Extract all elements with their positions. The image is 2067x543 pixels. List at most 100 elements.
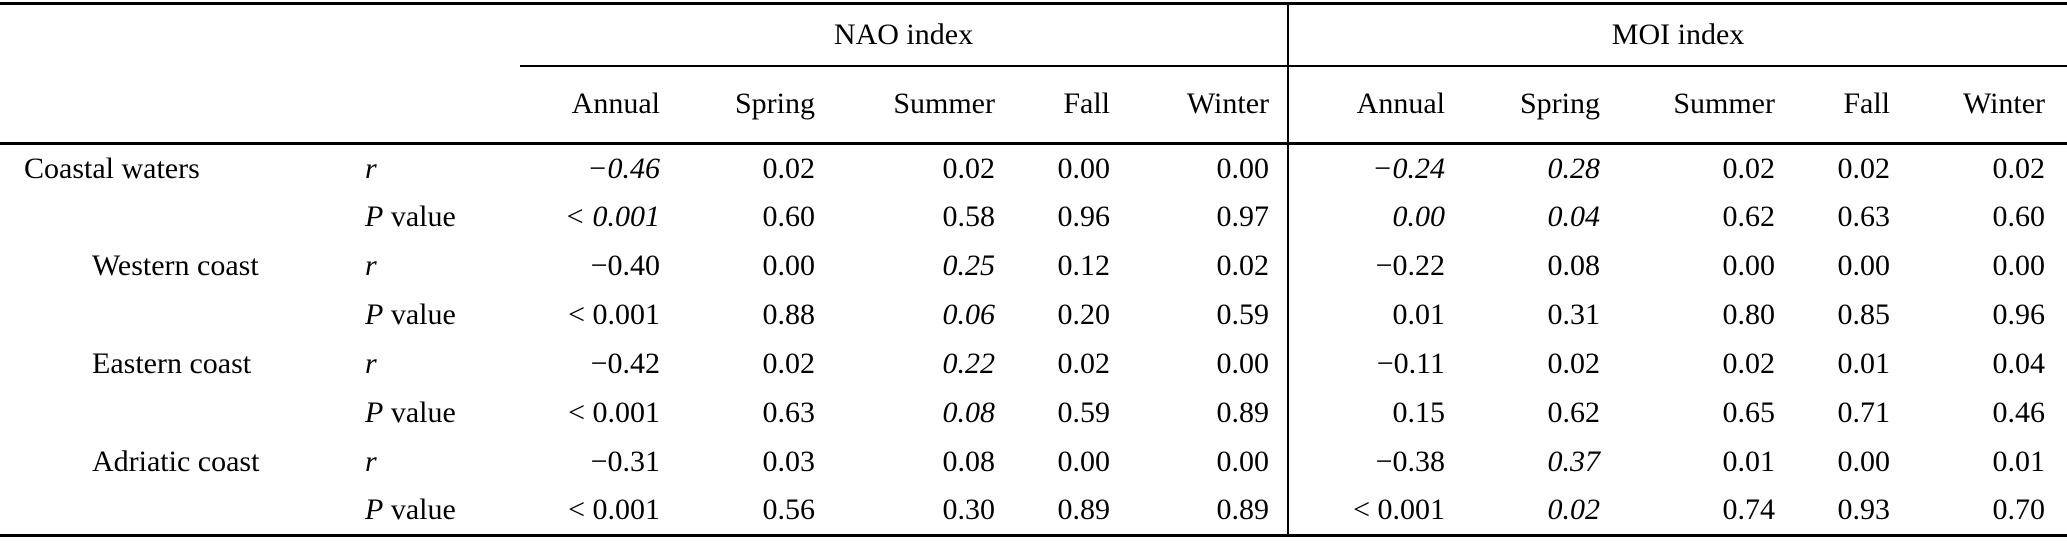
region-label	[0, 487, 365, 536]
table-row-adriatic-coast-p: P value < 0.001 0.56 0.30 0.89 0.89 < 0.…	[0, 486, 2067, 536]
cell-nao-winter: 0.00	[1216, 347, 1270, 380]
stat-label: r	[365, 242, 520, 291]
cell-moi-summer: 0.65	[1722, 396, 1776, 429]
table-row-eastern-coast-r: Eastern coast r −0.42 0.02 0.22 0.02 0.0…	[0, 339, 2067, 389]
region-label	[0, 291, 365, 340]
region-label	[0, 389, 365, 438]
cell-nao-fall: 0.96	[1057, 200, 1111, 233]
cell-nao-winter: 0.59	[1216, 298, 1270, 331]
season-header-nao-spring: Spring	[660, 65, 815, 145]
cell-moi-annual: < 0.001	[1287, 486, 1445, 536]
cell-moi-annual: −0.22	[1287, 241, 1445, 291]
group-header-moi-index: MOI index	[1286, 3, 2067, 67]
cell-moi-winter: 0.70	[1992, 493, 2046, 527]
cell-moi-winter: 0.96	[1992, 298, 2046, 331]
cell-moi-annual: −0.11	[1287, 339, 1445, 389]
cell-nao-annual: < 0.001	[564, 200, 660, 233]
cell-moi-spring: 0.08	[1547, 249, 1601, 282]
region-label	[0, 193, 365, 242]
region-label: Western coast	[92, 249, 259, 282]
cell-nao-annual: −0.42	[590, 347, 660, 380]
cell-moi-fall: 0.93	[1837, 493, 1891, 527]
stat-word: value	[390, 396, 456, 429]
cell-moi-summer: 0.62	[1722, 200, 1776, 233]
cell-moi-fall: 0.85	[1837, 298, 1891, 331]
cell-nao-fall: 0.00	[1057, 445, 1111, 478]
stat-label: P value	[365, 291, 520, 340]
table-row-eastern-coast-p: P value < 0.001 0.63 0.08 0.59 0.89 0.15…	[0, 388, 2067, 438]
cell-moi-winter: 0.04	[1992, 347, 2046, 380]
season-header-moi-spring: Spring	[1445, 65, 1600, 145]
stat-word: value	[390, 298, 456, 331]
region-label: Eastern coast	[92, 347, 252, 380]
cell-nao-spring: 0.60	[762, 200, 816, 233]
cell-moi-fall: 0.01	[1837, 347, 1891, 380]
cell-moi-winter: 0.00	[1992, 249, 2046, 282]
season-header-moi-winter: Winter	[1890, 65, 2067, 145]
season-header-row: Annual Spring Summer Fall Winter Annual …	[0, 65, 2067, 145]
cell-moi-annual: 0.15	[1287, 388, 1445, 438]
cell-moi-annual: −0.24	[1287, 143, 1445, 193]
cell-moi-winter: 0.02	[1992, 151, 2046, 185]
stat-symbol: P	[365, 298, 384, 331]
cell-nao-annual: −0.40	[590, 249, 660, 282]
season-header-nao-summer: Summer	[815, 65, 995, 145]
cell-moi-spring: 0.62	[1547, 396, 1601, 429]
cell-moi-spring: 0.37	[1547, 445, 1601, 478]
cell-nao-spring: 0.56	[762, 493, 816, 527]
cell-nao-summer: 0.08	[942, 396, 996, 429]
season-header-nao-winter: Winter	[1110, 65, 1288, 145]
cell-nao-spring: 0.00	[762, 249, 816, 282]
stat-label: r	[365, 438, 520, 487]
group-header-spacer	[0, 4, 520, 66]
cell-nao-winter: 0.89	[1216, 396, 1270, 429]
cell-nao-fall: 0.89	[1057, 493, 1111, 527]
cell-moi-winter: 0.46	[1992, 396, 2046, 429]
cell-moi-summer: 0.00	[1722, 249, 1776, 282]
cell-nao-fall: 0.12	[1057, 249, 1111, 282]
cell-nao-summer: 0.06	[942, 298, 996, 331]
stat-label: r	[365, 144, 520, 193]
region-label: Adriatic coast	[92, 445, 260, 478]
cell-nao-annual: −0.31	[590, 445, 660, 478]
group-header-row: NAO index MOI index	[0, 3, 2067, 67]
stat-symbol: P	[365, 200, 384, 233]
cell-nao-annual: < 0.001	[568, 493, 660, 527]
cell-nao-winter: 0.00	[1216, 445, 1270, 478]
stat-word: value	[390, 200, 456, 233]
cell-moi-winter: 0.01	[1992, 445, 2046, 478]
cell-nao-spring: 0.02	[762, 151, 816, 185]
group-header-nao-index: NAO index	[520, 3, 1288, 67]
cell-nao-fall: 0.59	[1057, 396, 1111, 429]
season-header-spacer	[0, 65, 520, 145]
cell-moi-fall: 0.00	[1837, 249, 1891, 282]
cell-nao-spring: 0.03	[762, 445, 816, 478]
cell-moi-annual: −0.38	[1287, 437, 1445, 487]
cell-nao-summer: 0.22	[942, 347, 996, 380]
stat-symbol: r	[365, 347, 377, 380]
cell-nao-spring: 0.02	[762, 347, 816, 380]
cell-moi-summer: 0.02	[1722, 151, 1776, 185]
cell-moi-spring: 0.28	[1547, 151, 1601, 185]
cell-nao-annual: < 0.001	[568, 298, 660, 331]
season-header-nao-annual: Annual	[520, 65, 660, 145]
cell-moi-fall: 0.02	[1837, 151, 1891, 185]
stat-symbol: P	[365, 396, 384, 429]
stat-label: r	[365, 340, 520, 389]
cell-nao-summer: 0.30	[942, 493, 996, 527]
stat-word: value	[390, 493, 456, 527]
season-header-nao-fall: Fall	[995, 65, 1110, 145]
cell-nao-annual: < 0.001	[568, 396, 660, 429]
cell-moi-annual: 0.00	[1287, 192, 1445, 242]
cell-nao-summer: 0.08	[942, 445, 996, 478]
cell-moi-winter: 0.60	[1992, 200, 2046, 233]
cell-nao-winter: 0.02	[1216, 249, 1270, 282]
table-row-coastal-waters-r: Coastal waters r −0.46 0.02 0.02 0.00 0.…	[0, 143, 2067, 193]
stat-symbol: r	[365, 151, 377, 185]
season-header-moi-annual: Annual	[1287, 65, 1445, 145]
table-row-western-coast-r: Western coast r −0.40 0.00 0.25 0.12 0.0…	[0, 241, 2067, 291]
table-row-adriatic-coast-r: Adriatic coast r −0.31 0.03 0.08 0.00 0.…	[0, 437, 2067, 487]
cell-nao-winter: 0.00	[1216, 151, 1270, 185]
cell-moi-summer: 0.80	[1722, 298, 1776, 331]
